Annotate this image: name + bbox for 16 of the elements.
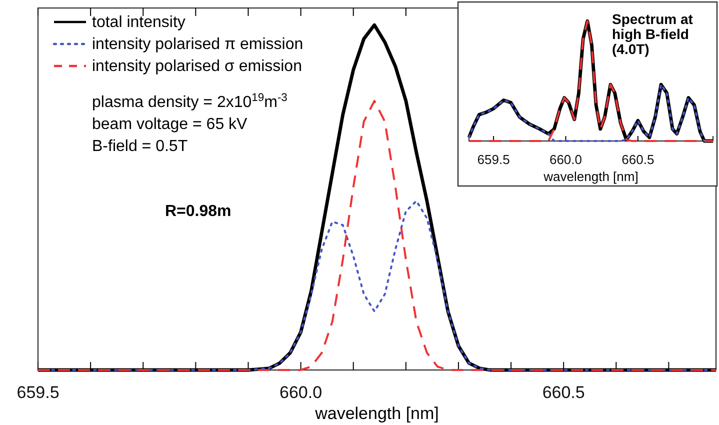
x-tick-label: 660.5 <box>542 383 585 402</box>
annotation: R=0.98m <box>165 203 232 220</box>
annotation: B-field = 0.5T <box>92 138 188 155</box>
x-tick-label: 659.5 <box>16 383 60 402</box>
annotation: beam voltage = 65 kV <box>92 116 248 133</box>
legend-label: total intensity <box>92 14 186 31</box>
legend-label: intensity polarised π emission <box>92 36 304 53</box>
chart-title: Spectrum at high B-field (4.0T) <box>612 11 694 57</box>
x-axis-title: wavelength [nm] <box>314 404 439 423</box>
x-tick-label: 660.0 <box>549 152 582 168</box>
x-tick-label: 659.5 <box>477 152 510 168</box>
x-tick-label: 660.0 <box>280 383 322 402</box>
annotation: plasma density = 2x10$^{19}$m$^{-3}$ <box>92 92 288 111</box>
x-axis-title: wavelength [nm] <box>542 169 638 184</box>
x-tick-label: 660.5 <box>622 152 654 168</box>
legend-label: intensity polarised σ emission <box>92 58 302 75</box>
